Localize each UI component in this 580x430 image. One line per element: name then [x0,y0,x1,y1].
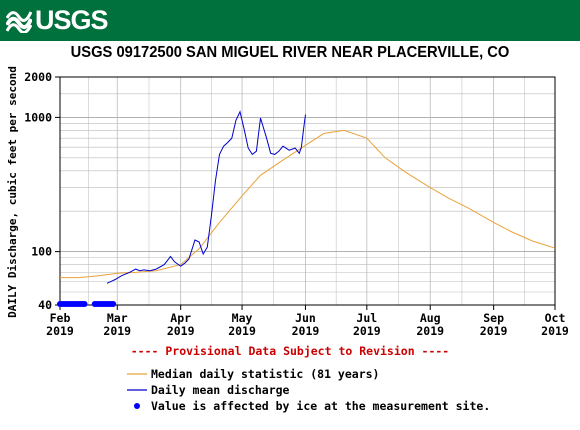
usgs-wave-icon [6,11,32,33]
x-tick-label-month: Jun [295,311,316,325]
series-layer [57,110,556,307]
legend-ice-label: Value is affected by ice at the measurem… [151,399,490,413]
daily-mean-line [106,110,306,284]
x-tick-label-year: 2019 [167,324,195,338]
usgs-header-bar: USGS [0,0,580,41]
x-tick-label-year: 2019 [416,324,444,338]
x-tick-label-month: Sep [483,311,504,325]
ice-affected-point [81,301,88,307]
median-daily-line [60,129,556,279]
x-tick-label-month: Apr [170,311,191,325]
x-tick-label-month: Jul [356,311,377,325]
y-tick-label: 100 [31,245,52,259]
y-tick-label: 2000 [24,70,52,84]
plot-frame [59,76,556,306]
major-gridlines [59,76,556,306]
x-tick-label-year: 2019 [292,324,320,338]
x-tick-label-month: Aug [420,311,441,325]
y-tick-label: 40 [38,298,52,312]
y-axis-ticks: 40 100 1000 2000 [24,70,60,312]
legend-ice-swatch [134,403,140,409]
x-tick-label-month: Oct [545,311,566,325]
x-tick-label-year: 2019 [46,324,74,338]
x-tick-label-month: Feb [50,311,71,325]
x-tick-label-year: 2019 [480,324,508,338]
minor-gridlines [60,77,555,305]
legend-median-label: Median daily statistic (81 years) [151,367,379,381]
x-tick-label-month: May [232,311,253,325]
y-tick-label: 1000 [24,110,52,124]
x-tick-label-year: 2019 [353,324,381,338]
provisional-note: ---- Provisional Data Subject to Revisio… [131,344,450,358]
x-tick-label-month: Mar [107,311,128,325]
legend: Median daily statistic (81 years) Daily m… [127,367,490,413]
x-tick-label-year: 2019 [228,324,256,338]
legend-daily-mean-label: Daily mean discharge [151,383,290,397]
x-axis-ticks: Feb2019Mar2019Apr2019May2019Jun2019Jul20… [46,305,569,338]
y-axis-label: DAILY Discharge, cubic feet per second [6,66,19,318]
x-tick-label-year: 2019 [103,324,131,338]
x-tick-label-year: 2019 [541,324,569,338]
chart-title: USGS 09172500 SAN MIGUEL RIVER NEAR PLAC… [70,44,510,61]
usgs-logo-text: USGS [35,4,109,35]
ice-affected-point [110,301,117,307]
usgs-logo[interactable]: USGS [6,4,109,35]
